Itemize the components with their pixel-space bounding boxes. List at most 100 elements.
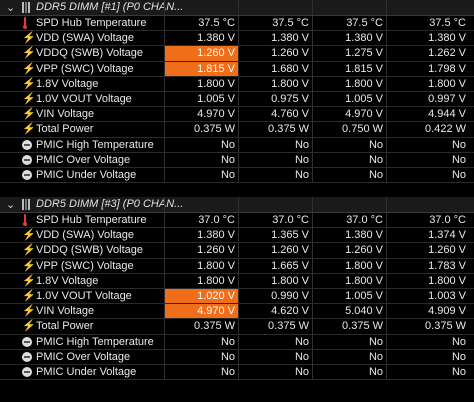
current-value: 37.5 °C	[198, 17, 235, 29]
sensor-label: SPD Hub Temperature	[36, 214, 147, 227]
sensor-row[interactable]: PMIC Over Voltage No No No No	[0, 349, 474, 365]
maximum-value: 1.005 V	[345, 290, 383, 302]
bolt-icon: ⚡	[22, 123, 36, 136]
sensor-label: 1.0V VOUT Voltage	[36, 92, 132, 105]
sensor-row[interactable]: ⚡ VIN Voltage 4.970 V 4.760 V 4.970 V 4.944 V	[0, 107, 474, 123]
sensor-label: VIN Voltage	[36, 108, 95, 121]
maximum-value: 1.380 V	[345, 32, 383, 45]
average-value: 0.422 W	[425, 123, 466, 136]
sensor-row[interactable]: ⚡ Total Power 0.375 W 0.375 W 0.375 W 0.375 W	[0, 319, 474, 335]
maximum-value: 1.275 V	[345, 47, 383, 60]
maximum-value: 1.800 V	[345, 274, 383, 287]
minimum-value: 0.990 V	[271, 290, 309, 302]
current-value: 1.260 V	[197, 244, 235, 257]
collapse-chevron-icon[interactable]: ⌄	[6, 199, 16, 212]
minimum-value: 1.665 V	[271, 259, 309, 272]
bolt-icon: ⚡	[22, 92, 36, 105]
sensor-label: VIN Voltage	[36, 305, 95, 318]
sensor-label: 1.0V VOUT Voltage	[36, 290, 132, 302]
average-value: 4.909 V	[428, 305, 466, 318]
maximum-value: 1.815 V	[345, 62, 383, 75]
sensor-row[interactable]: ⚡ VDDQ (SWB) Voltage 1.260 V 1.260 V 1.260 V…	[0, 243, 474, 259]
sensor-label: VPP (SWC) Voltage	[36, 62, 134, 75]
average-value: 1.798 V	[428, 62, 466, 75]
maximum-value: 0.750 W	[342, 123, 383, 136]
sensor-label: Total Power	[36, 320, 94, 333]
sensor-row[interactable]: PMIC Over Voltage No No No No	[0, 152, 474, 168]
sensor-row[interactable]: SPD Hub Temperature 37.0 °C 37.0 °C 37.0 °C…	[0, 213, 474, 229]
sensor-row[interactable]: ⚡ VIN Voltage 4.970 V 4.620 V 5.040 V 4.909 V	[0, 304, 474, 320]
bolt-icon: ⚡	[22, 32, 36, 45]
current-value: No	[220, 335, 235, 348]
group-header-dimm1[interactable]: ⌄ DDR5 DIMM [#1] (P0 CHAN...	[0, 0, 474, 16]
sensor-row[interactable]: SPD Hub Temperature 37.5 °C 37.5 °C 37.5 °C…	[0, 16, 474, 32]
sensor-row[interactable]: ⚡ VPP (SWC) Voltage 1.800 V 1.665 V 1.800 V 1…	[0, 258, 474, 274]
average-value: 1.800 V	[428, 274, 466, 287]
sensor-row[interactable]: ⚡ 1.0V VOUT Voltage 1.020 V 0.990 V 1.005 V 1…	[0, 289, 474, 305]
average-value: 1.380 V	[428, 32, 466, 45]
group-header-dimm3[interactable]: ⌄ DDR5 DIMM [#3] (P0 CHAN...	[0, 197, 474, 214]
bolt-icon: ⚡	[22, 290, 36, 302]
status-icon	[22, 351, 32, 362]
sensor-row[interactable]: PMIC Under Voltage No No No No	[0, 167, 474, 184]
average-value: 1.783 V	[428, 259, 466, 272]
sensor-label: 1.8V Voltage	[36, 77, 99, 90]
current-value: No	[220, 350, 235, 363]
average-value: 37.5 °C	[429, 17, 466, 29]
maximum-value: 1.260 V	[345, 244, 383, 257]
minimum-value: 37.0 °C	[272, 214, 309, 227]
sensor-row[interactable]: PMIC High Temperature No No No No	[0, 137, 474, 153]
sensor-row[interactable]: ⚡ Total Power 0.375 W 0.375 W 0.750 W 0.422 W	[0, 122, 474, 138]
bolt-icon: ⚡	[22, 77, 36, 90]
average-value: 0.375 W	[425, 320, 466, 333]
current-value: 1.800 V	[197, 77, 235, 90]
group-title: DDR5 DIMM [#1] (P0 CHAN...	[36, 1, 184, 13]
bolt-icon: ⚡	[22, 62, 36, 75]
current-value: 1.005 V	[197, 92, 235, 105]
average-value: No	[451, 138, 466, 151]
collapse-chevron-icon[interactable]: ⌄	[6, 2, 16, 14]
sensor-row[interactable]: ⚡ VDD (SWA) Voltage 1.380 V 1.365 V 1.380 V 1…	[0, 228, 474, 244]
current-value: 1.800 V	[197, 274, 235, 287]
minimum-value: No	[294, 335, 309, 348]
sensor-row[interactable]: PMIC High Temperature No No No No	[0, 334, 474, 350]
minimum-value: No	[294, 350, 309, 363]
minimum-value: 0.375 W	[268, 320, 309, 333]
minimum-value: 0.975 V	[271, 92, 309, 105]
status-icon	[22, 336, 32, 347]
status-icon	[22, 154, 32, 165]
sensor-label: SPD Hub Temperature	[36, 17, 147, 29]
current-value: 0.375 W	[194, 320, 235, 333]
sensor-label: PMIC Over Voltage	[36, 350, 131, 363]
sensor-row[interactable]: ⚡ VDDQ (SWB) Voltage 1.260 V 1.260 V 1.275 V…	[0, 46, 474, 62]
maximum-value: 1.005 V	[345, 92, 383, 105]
minimum-value: 1.260 V	[271, 244, 309, 257]
average-value: 1.260 V	[428, 244, 466, 257]
status-icon	[22, 169, 32, 180]
average-value: 0.997 V	[428, 92, 466, 105]
current-value: 4.970 V	[164, 304, 238, 319]
sensor-row[interactable]: PMIC Under Voltage No No No No	[0, 364, 474, 381]
current-value: No	[220, 365, 235, 378]
sensor-label: VDD (SWA) Voltage	[36, 229, 135, 242]
current-value: 1.380 V	[197, 229, 235, 242]
thermometer-icon	[23, 17, 27, 29]
sensor-label: PMIC Under Voltage	[36, 168, 137, 181]
minimum-value: 1.800 V	[271, 77, 309, 90]
sensor-row[interactable]: ⚡ 1.8V Voltage 1.800 V 1.800 V 1.800 V 1.800 …	[0, 76, 474, 92]
sensor-row[interactable]: ⚡ 1.0V VOUT Voltage 1.005 V 0.975 V 1.005 V 0…	[0, 91, 474, 108]
sensor-row[interactable]: ⚡ VDD (SWA) Voltage 1.380 V 1.380 V 1.380 V 1…	[0, 31, 474, 47]
sensor-label: VPP (SWC) Voltage	[36, 259, 134, 272]
average-value: No	[451, 168, 466, 181]
memory-module-icon	[22, 2, 30, 13]
thermometer-icon	[23, 214, 27, 227]
average-value: No	[451, 365, 466, 378]
maximum-value: 1.800 V	[345, 77, 383, 90]
sensor-row[interactable]: ⚡ 1.8V Voltage 1.800 V 1.800 V 1.800 V 1.800 …	[0, 273, 474, 289]
maximum-value: No	[368, 168, 383, 181]
sensor-row[interactable]: ⚡ VPP (SWC) Voltage 1.815 V 1.680 V 1.815 V 1…	[0, 61, 474, 77]
minimum-value: 1.365 V	[271, 229, 309, 242]
maximum-value: No	[368, 335, 383, 348]
current-value: No	[220, 153, 235, 166]
